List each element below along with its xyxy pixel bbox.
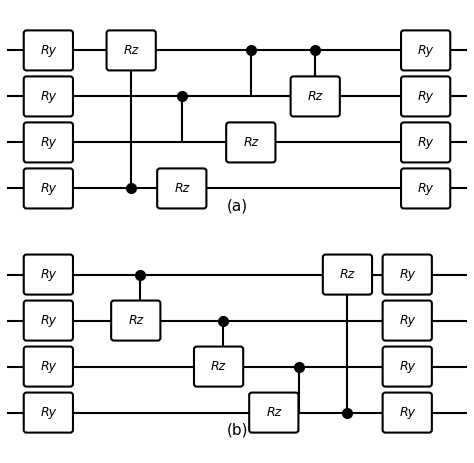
Text: Rz: Rz	[128, 314, 143, 327]
Text: Ry: Ry	[418, 136, 434, 149]
FancyBboxPatch shape	[24, 76, 73, 116]
FancyBboxPatch shape	[383, 347, 432, 387]
FancyBboxPatch shape	[383, 393, 432, 432]
FancyBboxPatch shape	[323, 255, 372, 294]
Text: Rz: Rz	[266, 406, 282, 419]
Text: Rz: Rz	[243, 136, 258, 149]
FancyBboxPatch shape	[24, 347, 73, 387]
FancyBboxPatch shape	[24, 169, 73, 208]
Text: Ry: Ry	[40, 268, 56, 281]
FancyBboxPatch shape	[24, 31, 73, 70]
Text: Ry: Ry	[399, 314, 415, 327]
Text: Ry: Ry	[399, 268, 415, 281]
Text: Ry: Ry	[399, 360, 415, 373]
Text: Rz: Rz	[174, 182, 189, 195]
FancyBboxPatch shape	[111, 300, 160, 341]
FancyBboxPatch shape	[401, 31, 450, 70]
Text: Ry: Ry	[418, 44, 434, 57]
Text: Rz: Rz	[124, 44, 139, 57]
FancyBboxPatch shape	[107, 31, 156, 70]
Text: (b): (b)	[226, 423, 248, 438]
Text: (a): (a)	[227, 199, 247, 214]
FancyBboxPatch shape	[401, 76, 450, 116]
Text: Ry: Ry	[418, 182, 434, 195]
FancyBboxPatch shape	[24, 300, 73, 341]
FancyBboxPatch shape	[24, 255, 73, 294]
FancyBboxPatch shape	[401, 169, 450, 208]
FancyBboxPatch shape	[291, 76, 340, 116]
Text: Ry: Ry	[40, 406, 56, 419]
Text: Ry: Ry	[40, 44, 56, 57]
Text: Ry: Ry	[399, 406, 415, 419]
FancyBboxPatch shape	[401, 122, 450, 163]
FancyBboxPatch shape	[24, 122, 73, 163]
Text: Ry: Ry	[40, 90, 56, 103]
Text: Rz: Rz	[340, 268, 355, 281]
FancyBboxPatch shape	[383, 300, 432, 341]
FancyBboxPatch shape	[226, 122, 275, 163]
Text: Ry: Ry	[40, 314, 56, 327]
FancyBboxPatch shape	[24, 393, 73, 432]
Text: Ry: Ry	[40, 182, 56, 195]
Text: Ry: Ry	[40, 360, 56, 373]
FancyBboxPatch shape	[249, 393, 299, 432]
FancyBboxPatch shape	[383, 255, 432, 294]
Text: Rz: Rz	[308, 90, 323, 103]
Text: Ry: Ry	[40, 136, 56, 149]
FancyBboxPatch shape	[157, 169, 206, 208]
Text: Ry: Ry	[418, 90, 434, 103]
FancyBboxPatch shape	[194, 347, 243, 387]
Text: Rz: Rz	[211, 360, 226, 373]
